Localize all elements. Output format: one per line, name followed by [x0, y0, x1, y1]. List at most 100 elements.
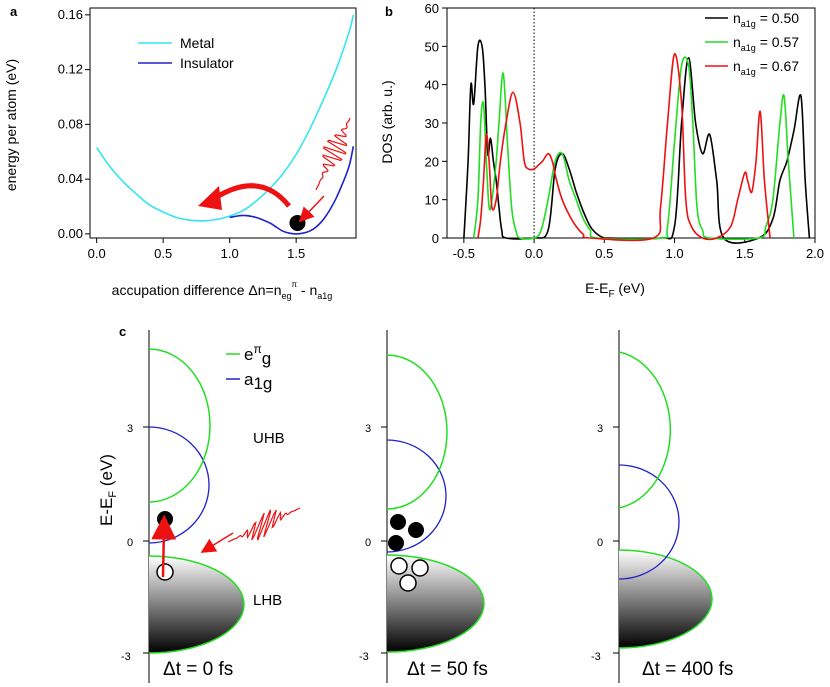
panel-a-ytick-label: 0.12	[58, 62, 83, 77]
diagram-t0: 3 0 -3 UHB LHB Δt = 0 fs E-EF (eV) eπg a…	[97, 330, 301, 683]
legend-a1g-main: a	[244, 370, 254, 389]
egpi-semicircle	[148, 348, 211, 503]
panel-a-ytick-label: 0.04	[58, 171, 83, 186]
hole	[411, 559, 429, 577]
tick-label-neg3: -3	[591, 651, 601, 663]
panel-a-ytick-label: 0.16	[58, 7, 83, 22]
panel-a-xlabel-sub2: a1g	[317, 291, 332, 301]
tick-label-3: 3	[597, 423, 603, 435]
legend-a1g-sub: 1g	[253, 374, 272, 393]
a1g-semicircle	[386, 439, 447, 553]
panel-b-ytick-label: 40	[425, 78, 439, 93]
tick-label-3: 3	[365, 423, 371, 435]
panel-b-ytick-label: 20	[425, 154, 439, 169]
panel-a-series-insulator	[229, 146, 355, 235]
panel-b-ytick-label: 30	[425, 116, 439, 131]
panel-a-xtick-label: 0.0	[88, 246, 106, 261]
panel-a-xlabel-main: accupation difference Δn=n	[112, 282, 282, 298]
legend-n: n	[733, 58, 741, 74]
panel-a-xlabel: accupation difference Δn=negπ - na1g	[112, 280, 333, 301]
panel-b-xtick-label: 1.0	[666, 246, 684, 261]
legend-sub: a1g	[741, 43, 756, 53]
panel-a-letter: a	[10, 4, 18, 19]
panel-b-ytick-label: 10	[425, 193, 439, 208]
legend-value: = 0.50	[756, 10, 799, 26]
legend-egpi-sup: π	[253, 342, 261, 356]
panel-a-xtick-label: 0.5	[154, 246, 172, 261]
legend-egpi-main: e	[244, 345, 253, 364]
panel-a-xlabel-sub1: eg	[282, 291, 292, 301]
pulse-arrow-c	[200, 532, 234, 553]
panel-a-pulse	[315, 117, 351, 191]
panel-b-xtick-label: 0.5	[595, 246, 613, 261]
panel-c-axis-label: E-EF (eV)	[97, 454, 119, 526]
panel-b-ytick-label: 0	[432, 231, 439, 246]
panel-a-frame	[89, 7, 357, 239]
pump-pulse-icon	[227, 507, 301, 543]
panel-c-axis-main: E-E	[97, 498, 116, 526]
panel-b-ytick-label: 50	[425, 39, 439, 54]
panel-a-xlabel-sup1: π	[292, 280, 298, 289]
panel-b-legend-label: na1g = 0.67	[733, 58, 799, 77]
time-label-t50: Δt = 50 fs	[407, 659, 488, 680]
panel-b-xlabel: E-EF (eV)	[585, 280, 645, 300]
panel-a-relax-arrowhead	[198, 186, 222, 210]
panel-c-letter: c	[119, 324, 126, 339]
a1g-semicircle	[148, 426, 210, 544]
legend-sub: a1g	[741, 67, 756, 77]
panel-b-ylabel: DOS (arb. u.)	[379, 80, 395, 163]
tick-label-0: 0	[365, 537, 371, 549]
excited-electron	[408, 522, 424, 538]
hole	[399, 574, 417, 592]
excited-electron	[388, 535, 404, 551]
panel-b-legend-label: na1g = 0.57	[733, 34, 799, 53]
lhb-outline	[618, 549, 713, 649]
panel-a-ytick-label: 0.00	[58, 226, 83, 241]
excitation-arrow	[151, 514, 177, 578]
tick-label-0: 0	[127, 537, 133, 549]
tick-label-neg3: -3	[121, 651, 131, 663]
lhb-outline	[386, 554, 485, 653]
panel-b-xlabel-unit: (eV)	[615, 280, 645, 296]
panel-b-series-1	[472, 56, 795, 240]
panel-a-ytick-label: 0.08	[58, 116, 83, 131]
panel-a-chart: 0.0 0.5 1.0 1.5 0.00 0.04 0.08 0.12 0.16 Metal Ins…	[58, 7, 357, 261]
egpi-semicircle	[618, 351, 672, 509]
lhb-outline	[148, 555, 245, 654]
panel-a-xtick-label: 1.5	[287, 246, 305, 261]
legend-n: n	[733, 34, 741, 50]
lhb-label: LHB	[253, 592, 282, 609]
tick-label-3: 3	[127, 423, 133, 435]
panel-c-axis-sub: F	[107, 491, 119, 498]
panel-b-letter: b	[385, 4, 393, 19]
panel-a-legend-label: Insulator	[180, 55, 234, 71]
excited-electron	[390, 514, 406, 530]
lhb-band	[619, 550, 712, 648]
legend-sub: a1g	[741, 19, 756, 29]
time-label-t0: Δt = 0 fs	[163, 659, 233, 680]
egpi-semicircle	[386, 354, 448, 510]
excited-electron	[157, 511, 173, 527]
panel-b-xtick-label: 1.5	[736, 246, 754, 261]
a1g-semicircle	[618, 464, 680, 580]
hole	[156, 563, 174, 581]
legend-egpi-sub: g	[262, 349, 271, 368]
legend-value: = 0.67	[756, 58, 799, 74]
tick-label-neg3: -3	[359, 651, 369, 663]
panel-b-xtick-label: 0.0	[525, 246, 543, 261]
legend-value: = 0.57	[756, 34, 799, 50]
panel-a-xtick-label: 1.0	[221, 246, 239, 261]
lhb-band	[149, 556, 244, 653]
panel-a-series-metal	[96, 14, 355, 222]
panel-a-xlabel-mid: - n	[297, 282, 317, 298]
legend-n: n	[733, 10, 741, 26]
tick-label-0: 0	[597, 537, 603, 549]
panel-b-series-2	[477, 53, 771, 242]
panel-b-xtick-label: -0.5	[453, 246, 475, 261]
panel-b-xlabel-main: E-E	[585, 280, 608, 296]
panel-b-ytick-label: 60	[425, 1, 439, 16]
time-label-t400: Δt = 400 fs	[642, 659, 733, 680]
panel-a-pulse-arrow	[298, 195, 325, 223]
